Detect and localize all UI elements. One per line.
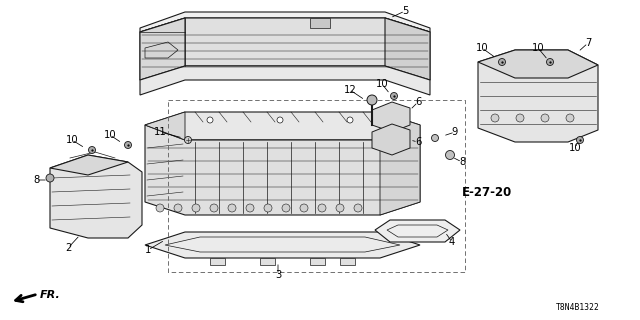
- Polygon shape: [140, 12, 430, 32]
- Text: 10: 10: [569, 143, 581, 153]
- Polygon shape: [478, 50, 598, 78]
- Polygon shape: [50, 155, 142, 238]
- Circle shape: [354, 204, 362, 212]
- Circle shape: [277, 117, 283, 123]
- Polygon shape: [372, 124, 410, 155]
- Circle shape: [347, 117, 353, 123]
- Polygon shape: [140, 18, 430, 80]
- Polygon shape: [145, 125, 420, 215]
- Polygon shape: [340, 258, 355, 265]
- Polygon shape: [260, 258, 275, 265]
- Circle shape: [125, 141, 131, 148]
- Text: 6: 6: [415, 97, 421, 107]
- Circle shape: [46, 174, 54, 182]
- Polygon shape: [380, 112, 420, 215]
- Polygon shape: [145, 42, 178, 58]
- Text: 1: 1: [145, 245, 151, 255]
- Text: 8: 8: [459, 157, 465, 167]
- Polygon shape: [140, 66, 430, 95]
- Circle shape: [367, 95, 377, 105]
- Text: 10: 10: [532, 43, 544, 53]
- Circle shape: [88, 147, 95, 154]
- Circle shape: [192, 204, 200, 212]
- Text: 2: 2: [65, 243, 71, 253]
- Circle shape: [577, 137, 584, 143]
- Polygon shape: [210, 258, 225, 265]
- Circle shape: [156, 204, 164, 212]
- Text: 7: 7: [585, 38, 591, 48]
- Text: T8N4B1322: T8N4B1322: [556, 303, 600, 312]
- Polygon shape: [145, 232, 420, 258]
- Circle shape: [431, 134, 438, 141]
- Polygon shape: [50, 155, 128, 175]
- Circle shape: [547, 59, 554, 66]
- Circle shape: [246, 204, 254, 212]
- Text: E-27-20: E-27-20: [462, 186, 512, 198]
- Text: 10: 10: [104, 130, 116, 140]
- Text: 12: 12: [344, 85, 356, 95]
- Circle shape: [445, 150, 454, 159]
- Circle shape: [336, 204, 344, 212]
- Polygon shape: [375, 220, 460, 242]
- Text: 6: 6: [415, 137, 421, 147]
- Polygon shape: [372, 102, 410, 132]
- Polygon shape: [310, 258, 325, 265]
- Polygon shape: [385, 18, 430, 80]
- Text: 3: 3: [275, 270, 281, 280]
- Text: 11: 11: [154, 127, 166, 137]
- Circle shape: [174, 204, 182, 212]
- Text: FR.: FR.: [40, 290, 61, 300]
- Circle shape: [390, 92, 397, 100]
- Text: 8: 8: [33, 175, 39, 185]
- Polygon shape: [145, 112, 420, 140]
- Circle shape: [264, 204, 272, 212]
- Circle shape: [282, 204, 290, 212]
- Text: 10: 10: [476, 43, 488, 53]
- Polygon shape: [140, 18, 185, 80]
- Text: 10: 10: [376, 79, 388, 89]
- Circle shape: [566, 114, 574, 122]
- Circle shape: [300, 204, 308, 212]
- Circle shape: [184, 137, 191, 143]
- Text: 9: 9: [452, 127, 458, 137]
- Circle shape: [318, 204, 326, 212]
- Text: 4: 4: [449, 237, 455, 247]
- Circle shape: [491, 114, 499, 122]
- Text: 5: 5: [402, 6, 408, 16]
- Circle shape: [207, 117, 213, 123]
- Polygon shape: [310, 18, 330, 28]
- Text: 10: 10: [66, 135, 78, 145]
- Circle shape: [228, 204, 236, 212]
- Circle shape: [499, 59, 506, 66]
- Circle shape: [541, 114, 549, 122]
- Circle shape: [516, 114, 524, 122]
- Polygon shape: [145, 112, 185, 140]
- Circle shape: [210, 204, 218, 212]
- Polygon shape: [478, 50, 598, 142]
